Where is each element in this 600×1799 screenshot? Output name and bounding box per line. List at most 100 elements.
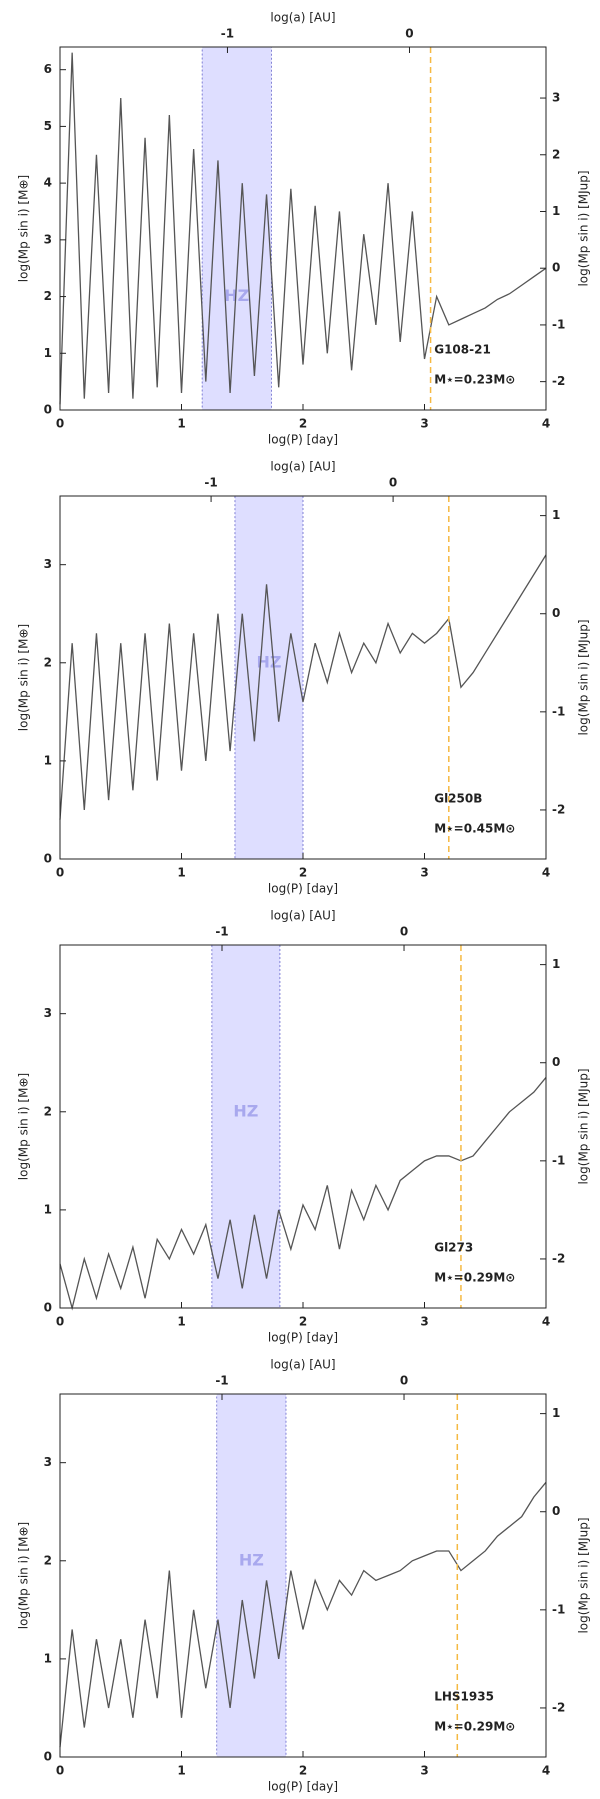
x2-tick-label: 0	[389, 476, 397, 490]
hz-label: HZ	[224, 286, 249, 305]
y2-tick-label: 0	[552, 1504, 560, 1518]
annotation: M⋆=0.23M⊙	[434, 373, 515, 387]
y2-tick-label: -1	[552, 1153, 565, 1167]
y2-tick-label: 0	[552, 606, 560, 620]
x-tick-label: 3	[420, 866, 428, 880]
y-axis-label: log(Mp sin i) [M⊕]	[17, 1522, 31, 1629]
y2-axis-label: log(Mp sin i) [MJup]	[577, 1068, 591, 1184]
y-tick-label: 2	[44, 1104, 52, 1118]
y2-tick-label: -1	[552, 704, 565, 718]
hz-label: HZ	[256, 652, 281, 671]
y2-tick-label: -2	[552, 802, 565, 816]
y-tick-label: 3	[44, 1455, 52, 1469]
x-axis-label: log(P) [day]	[268, 882, 338, 896]
y2-tick-label: 1	[552, 508, 560, 522]
y-axis-label: log(Mp sin i) [M⊕]	[17, 1073, 31, 1180]
x2-tick-label: 0	[400, 1374, 408, 1388]
y-tick-label: 2	[44, 289, 52, 303]
annotation: M⋆=0.29M⊙	[434, 1271, 515, 1285]
y2-tick-label: 1	[552, 957, 560, 971]
x-axis-label: log(P) [day]	[268, 433, 338, 447]
x2-axis-label: log(a) [AU]	[270, 460, 335, 474]
x-tick-label: 4	[542, 1315, 550, 1329]
detection-limit-line	[59, 1077, 547, 1311]
x2-tick-label: -1	[215, 1374, 228, 1388]
x2-axis-label: log(a) [AU]	[270, 909, 335, 923]
detection-limit-line	[59, 52, 547, 405]
x2-tick-label: 0	[400, 925, 408, 939]
y2-axis-label: log(Mp sin i) [MJup]	[577, 1517, 591, 1633]
x-tick-label: 3	[420, 1315, 428, 1329]
x2-axis-label: log(a) [AU]	[270, 11, 335, 25]
x-tick-label: 0	[56, 866, 64, 880]
x-tick-label: 4	[542, 1764, 550, 1778]
y-tick-label: 4	[44, 176, 52, 190]
annotation: M⋆=0.29M⊙	[434, 1720, 515, 1734]
y2-tick-label: -1	[552, 1602, 565, 1616]
y2-tick-label: -2	[552, 1251, 565, 1265]
y-tick-label: 3	[44, 557, 52, 571]
y-tick-label: 1	[44, 753, 52, 767]
y-tick-label: 0	[44, 1301, 52, 1315]
y-tick-label: 2	[44, 1553, 52, 1567]
x-tick-label: 2	[299, 866, 307, 880]
y-tick-label: 5	[44, 119, 52, 133]
y-tick-label: 0	[44, 403, 52, 417]
y2-tick-label: -1	[552, 317, 565, 331]
y-tick-label: 1	[44, 1202, 52, 1216]
y2-tick-label: 1	[552, 204, 560, 218]
x2-axis-label: log(a) [AU]	[270, 1358, 335, 1372]
habitable-zone	[216, 1393, 287, 1758]
x2-tick-label: 0	[405, 27, 413, 41]
x-tick-label: 2	[299, 1315, 307, 1329]
x-tick-label: 1	[177, 1764, 185, 1778]
x-axis-label: log(P) [day]	[268, 1780, 338, 1794]
y-tick-label: 6	[44, 62, 52, 76]
x-axis-label: log(P) [day]	[268, 1331, 338, 1345]
y2-axis-label: log(Mp sin i) [MJup]	[577, 170, 591, 286]
x2-tick-label: -1	[215, 925, 228, 939]
detection-limit-line	[59, 554, 547, 820]
y-axis-label: log(Mp sin i) [M⊕]	[17, 175, 31, 282]
x-tick-label: 2	[299, 1764, 307, 1778]
x-tick-label: 1	[177, 1315, 185, 1329]
x-tick-label: 0	[56, 417, 64, 431]
y-tick-label: 2	[44, 655, 52, 669]
annotation: M⋆=0.45M⊙	[434, 822, 515, 836]
annotation: Gl250B	[434, 792, 482, 806]
annotation: G108-21	[434, 343, 491, 357]
x-tick-label: 3	[420, 1764, 428, 1778]
x-tick-label: 2	[299, 417, 307, 431]
y2-tick-label: 2	[552, 147, 560, 161]
habitable-zone	[211, 944, 281, 1309]
hz-label: HZ	[233, 1101, 258, 1120]
x-tick-label: 0	[56, 1764, 64, 1778]
y-tick-label: 0	[44, 852, 52, 866]
y-tick-label: 1	[44, 1651, 52, 1665]
hz-label: HZ	[239, 1550, 264, 1569]
y-tick-label: 1	[44, 346, 52, 360]
y-tick-label: 3	[44, 232, 52, 246]
y2-tick-label: 1	[552, 1406, 560, 1420]
y-tick-label: 0	[44, 1750, 52, 1764]
y2-tick-label: 3	[552, 91, 560, 105]
x-tick-label: 4	[542, 866, 550, 880]
y2-tick-label: -2	[552, 374, 565, 388]
x-tick-label: 0	[56, 1315, 64, 1329]
y-tick-label: 3	[44, 1006, 52, 1020]
x-tick-label: 1	[177, 866, 185, 880]
x-tick-label: 4	[542, 417, 550, 431]
x-tick-label: 1	[177, 417, 185, 431]
annotation: LHS1935	[434, 1690, 494, 1704]
annotation: Gl273	[434, 1241, 473, 1255]
y2-tick-label: -2	[552, 1700, 565, 1714]
x2-tick-label: -1	[204, 476, 217, 490]
y2-axis-label: log(Mp sin i) [MJup]	[577, 619, 591, 735]
detection-limit-line	[59, 1481, 547, 1748]
habitable-zone	[234, 495, 304, 860]
